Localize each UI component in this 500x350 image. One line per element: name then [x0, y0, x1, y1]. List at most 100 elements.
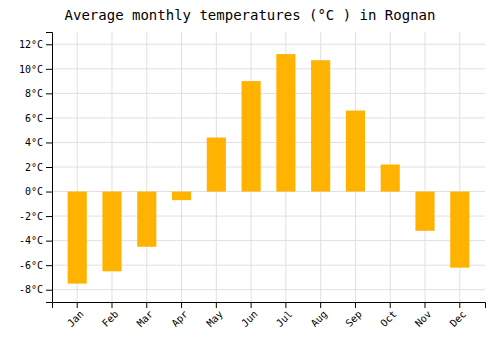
tick-mark [77, 302, 78, 308]
grid-line [52, 289, 485, 290]
tick: -6°C [19, 260, 52, 271]
grid-line [52, 117, 485, 118]
tick-mark [46, 192, 52, 193]
tick: 2°C [25, 162, 52, 173]
tick-mark [46, 93, 52, 94]
tick: 4°C [25, 137, 52, 148]
tick: Apr [169, 302, 190, 329]
tick-label: -4°C [19, 235, 43, 246]
tick: 0°C [25, 186, 52, 197]
bar [450, 192, 469, 268]
tick-label: Jan [65, 308, 86, 329]
tick-label: Apr [169, 308, 190, 329]
tick: Oct [378, 302, 399, 329]
tick: Jan [65, 302, 86, 329]
tick: -4°C [19, 235, 52, 246]
tick-label: Dec [448, 308, 469, 329]
tick-label: Oct [378, 308, 399, 329]
tick: Nov [413, 302, 434, 329]
tick: Mar [135, 302, 156, 329]
tick-label: Sep [343, 308, 364, 329]
grid-line [52, 167, 485, 168]
tick: Aug [309, 302, 330, 329]
bar [311, 60, 330, 191]
tick-label: -6°C [19, 260, 43, 271]
tick-label: May [204, 308, 225, 329]
grid-line [181, 32, 182, 302]
grid-line [425, 32, 426, 302]
tick: Dec [448, 302, 469, 329]
tick-mark [285, 302, 286, 308]
bar [137, 192, 156, 247]
tick-mark [46, 290, 52, 291]
tick-label: Aug [309, 308, 330, 329]
title: Average monthly temperatures (°C ) in Ro… [65, 7, 436, 23]
tick-label: Jun [239, 308, 260, 329]
tick-mark [46, 142, 52, 143]
tick: Jul [274, 302, 295, 329]
tick-mark [459, 302, 460, 308]
x-axis: Jan Feb Mar Apr May Jun Jul Aug Sep Oct Nov Dec [53, 302, 486, 329]
tick: -2°C [19, 211, 52, 222]
tick: 8°C [25, 88, 52, 99]
y-axis: -8°C -6°C -4°C -2°C 0°C 2°C 4°C 6°C 8°C 10°C 12°C [19, 33, 53, 303]
tick-mark [181, 302, 182, 308]
tick-label: Jul [274, 308, 295, 329]
tick-label: -2°C [19, 211, 43, 222]
tick-mark [251, 302, 252, 308]
tick-mark [46, 216, 52, 217]
tick-mark [46, 118, 52, 119]
tick-mark [46, 241, 52, 242]
bar [346, 111, 365, 192]
tick-mark [46, 265, 52, 266]
tick: Feb [100, 302, 121, 329]
bars [68, 54, 470, 284]
tick-mark [320, 302, 321, 308]
grid [52, 32, 485, 302]
tick-label: 6°C [25, 113, 43, 124]
bar [102, 192, 121, 272]
axis-line [53, 303, 486, 309]
bar [415, 192, 434, 231]
tick: May [204, 302, 225, 329]
grid-line [52, 142, 485, 143]
tick-mark [390, 302, 391, 308]
tick-label: 4°C [25, 137, 43, 148]
tick: 10°C [19, 64, 52, 75]
tick-label: 12°C [19, 39, 43, 50]
axis-line [46, 33, 53, 303]
tick-mark [146, 302, 147, 308]
tick-label: 2°C [25, 162, 43, 173]
bar [381, 165, 400, 192]
bar [207, 138, 226, 192]
bar [68, 192, 87, 284]
grid-line [52, 93, 485, 94]
tick-mark [216, 302, 217, 308]
tick-mark [355, 302, 356, 308]
tick-label: 10°C [19, 64, 43, 75]
bar [172, 192, 191, 201]
bar [242, 81, 261, 191]
tick-label: Nov [413, 308, 434, 329]
tick: Jun [239, 302, 260, 329]
chart: Average monthly temperatures (°C ) in Ro… [0, 0, 500, 350]
tick-label: 0°C [25, 186, 43, 197]
tick-label: 8°C [25, 88, 43, 99]
bar [276, 54, 295, 191]
tick-mark [46, 44, 52, 45]
tick-mark [46, 69, 52, 70]
tick-label: Mar [135, 308, 156, 329]
grid-line [146, 32, 147, 302]
tick-label: -8°C [19, 284, 43, 295]
tick: Sep [343, 302, 364, 329]
plot-area: -8°C -6°C -4°C -2°C 0°C 2°C 4°C 6°C 8°C 10°C 12°C J… [19, 32, 486, 329]
tick-label: Feb [100, 308, 121, 329]
tick: -8°C [19, 284, 52, 295]
tick-mark [46, 167, 52, 168]
grid-line [52, 44, 485, 45]
tick-mark [111, 302, 112, 308]
tick-mark [425, 302, 426, 308]
grid-line [52, 68, 485, 69]
tick: 6°C [25, 113, 52, 124]
tick: 12°C [19, 39, 52, 50]
